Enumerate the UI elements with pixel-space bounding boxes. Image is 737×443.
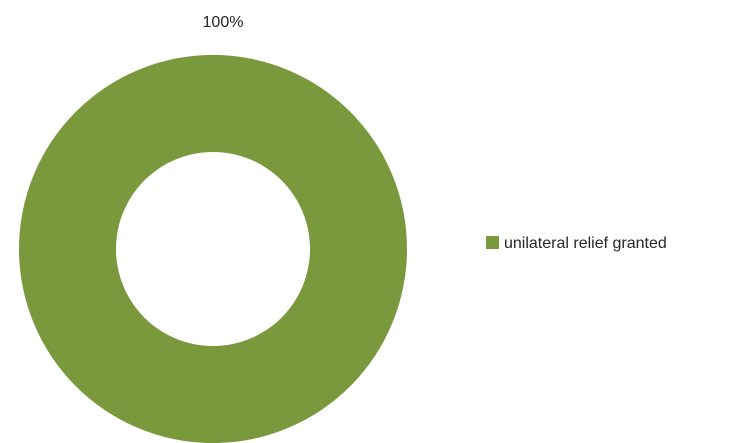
- legend-label-unilateral-relief-granted: unilateral relief granted: [504, 235, 667, 252]
- donut-slice-unilateral-relief-granted: [19, 55, 407, 443]
- legend: unilateral relief granted: [486, 235, 667, 252]
- donut-slices: [19, 55, 407, 443]
- legend-swatch-unilateral-relief-granted: [486, 236, 499, 249]
- data-label-unilateral-relief-granted: 100%: [203, 14, 244, 31]
- data-labels: 100%: [203, 14, 244, 31]
